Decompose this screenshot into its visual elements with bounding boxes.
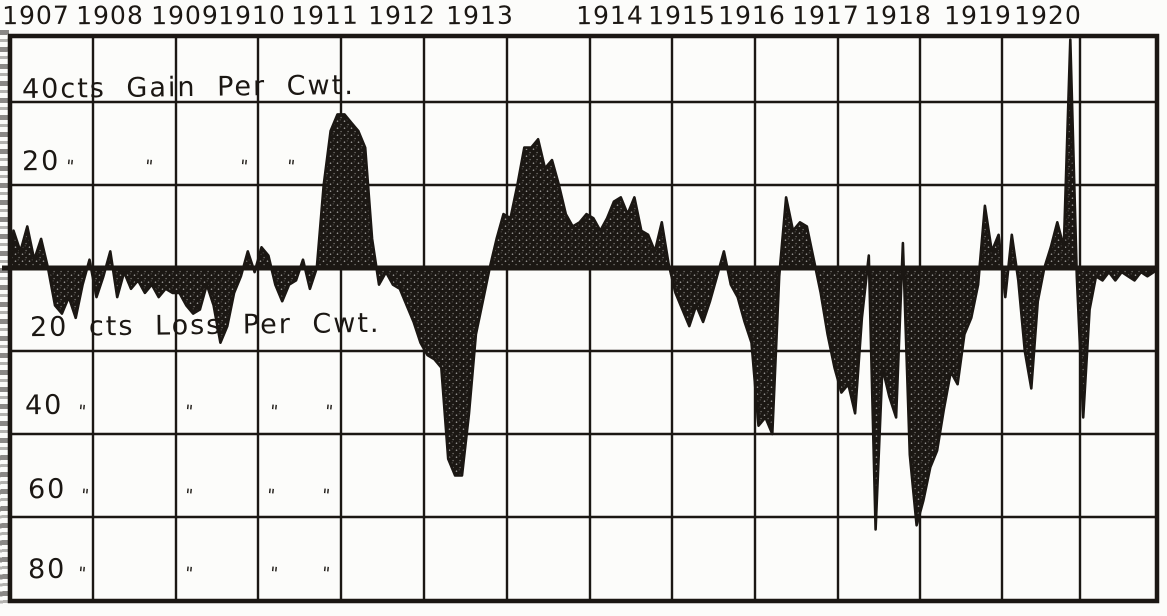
year-tick-label: 1913 (446, 0, 514, 31)
y-axis-label-loss-60: 60 (27, 473, 67, 506)
y-axis-label-loss-80: 80 (27, 553, 67, 586)
y-axis-label-gain-20: 20 (21, 145, 61, 178)
year-tick-label: 1918 (864, 0, 932, 31)
y-axis-label-loss-40: 40 (24, 389, 64, 422)
year-tick-label: 1912 (368, 0, 436, 31)
data-area-silhouette (8, 38, 1159, 531)
y-axis-label-loss-20: 20 cts Loss Per Cwt. (29, 307, 381, 344)
page-binding-edge (0, 30, 9, 608)
year-tick-label: 1920 (1014, 0, 1082, 31)
y-axis-label-gain-40: 40cts Gain Per Cwt. (21, 69, 356, 106)
chart-frame (7, 33, 1160, 604)
